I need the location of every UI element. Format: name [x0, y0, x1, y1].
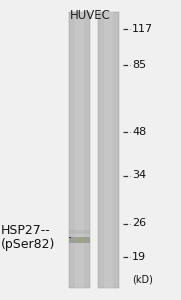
Text: HSP27--: HSP27-- — [1, 224, 51, 238]
Text: 34: 34 — [132, 170, 146, 181]
Bar — [69, 237, 90, 243]
Text: 19: 19 — [132, 251, 146, 262]
Bar — [69, 12, 90, 288]
Text: 48: 48 — [132, 127, 146, 137]
Text: (kD): (kD) — [132, 274, 153, 284]
Text: 85: 85 — [132, 59, 146, 70]
Text: 117: 117 — [132, 23, 153, 34]
Bar — [75, 12, 84, 288]
Text: HUVEC: HUVEC — [70, 9, 111, 22]
Text: (pSer82): (pSer82) — [1, 238, 55, 251]
Text: 26: 26 — [132, 218, 146, 229]
Bar — [69, 230, 90, 234]
Bar — [104, 12, 113, 288]
Bar — [98, 12, 119, 288]
